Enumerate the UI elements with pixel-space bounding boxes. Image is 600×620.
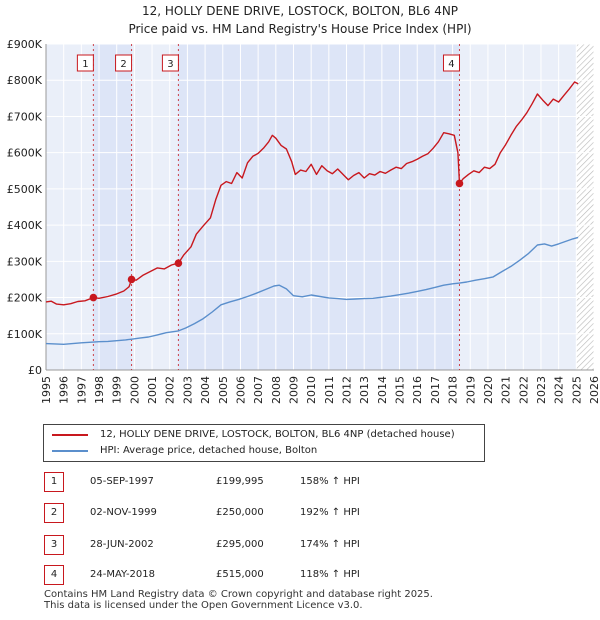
footer-line2: This data is licensed under the Open Gov… [44,600,363,611]
transaction-date: 28-JUN-2002 [90,539,154,550]
transaction-date: 24-MAY-2018 [90,569,156,580]
x-tick-label: 2012 [341,376,354,404]
sale-marker-number: 3 [167,59,173,70]
legend-label-hpi: HPI: Average price, detached house, Bolt… [100,445,318,456]
sale-marker-dot [455,179,464,188]
x-tick-label: 2019 [464,376,477,404]
transaction-price: £199,995 [216,476,264,487]
sale-marker-dot [127,275,136,284]
x-tick-label: 2002 [164,376,177,404]
y-tick-label: £200K [7,292,43,305]
series-line-property [45,81,579,306]
transaction-number-badge: 1 [44,472,64,492]
transaction-price: £250,000 [216,507,264,518]
footer-attribution: Contains HM Land Registry data © Crown c… [44,589,433,611]
sale-marker-dot [174,259,183,267]
transaction-hpi-change: 118% ↑ HPI [300,569,360,580]
transaction-number-badge: 4 [44,565,64,585]
x-tick-label: 2009 [287,376,300,404]
x-tick-label: 2011 [323,376,336,404]
x-tick-label: 2014 [376,376,389,404]
y-tick-label: £300K [7,255,43,268]
series-line-hpi [45,236,579,345]
transaction-date: 05-SEP-1997 [90,476,154,487]
x-tick-label: 1996 [58,376,71,404]
y-tick-label: £700K [7,110,43,123]
x-tick-label: 2025 [570,376,583,404]
x-tick-label: 1999 [111,376,124,404]
x-tick-label: 2020 [482,376,495,404]
x-tick-label: 2005 [217,376,230,404]
sale-marker-badge [442,54,460,72]
x-tick-label: 2016 [411,376,424,404]
x-tick-label: 2003 [181,376,194,404]
y-tick-label: £900K [7,38,43,51]
transaction-price: £295,000 [216,539,264,550]
y-tick-label: £600K [7,147,43,160]
x-tick-label: 2010 [305,376,318,404]
x-tick-label: 2013 [358,376,371,404]
x-tick-label: 1998 [93,376,106,404]
shaded-period [178,44,460,370]
x-tick-label: 1997 [75,376,88,404]
transaction-hpi-change: 174% ↑ HPI [300,539,360,550]
transaction-number-badge: 3 [44,535,64,555]
chart-title-line2: Price paid vs. HM Land Registry's House … [128,22,472,36]
x-tick-label: 2023 [535,376,548,404]
y-tick-label: £400K [7,219,43,232]
x-tick-label: 2007 [252,376,265,404]
x-tick-label: 2022 [517,376,530,404]
y-tick-label: £100K [7,328,43,341]
sale-marker-badge [76,54,94,72]
forecast-hatch [576,44,594,370]
transaction-hpi-change: 158% ↑ HPI [300,476,360,487]
sale-marker-number: 1 [82,59,88,70]
x-tick-label: 2021 [500,376,513,404]
x-tick-label: 2006 [234,376,247,404]
sale-marker-badge [115,54,133,72]
chart-plot: £0 £100K £200K £300K £400K £500K £600K £700K £80… [7,38,600,404]
legend-label-property: 12, HOLLY DENE DRIVE, LOSTOCK, BOLTON, B… [100,429,455,440]
x-tick-label: 2018 [447,376,460,404]
y-tick-label: £0 [28,364,42,377]
sale-marker-number: 2 [120,59,126,70]
x-tick-label: 2001 [146,376,159,404]
transaction-number-badge: 2 [44,503,64,523]
sale-marker-number: 4 [448,59,454,70]
x-tick-label: 2000 [128,376,141,404]
transaction-hpi-change: 192% ↑ HPI [300,507,360,518]
shaded-period [93,44,132,370]
x-tick-label: 2017 [429,376,442,404]
x-tick-label: 2015 [394,376,407,404]
x-tick-label: 2026 [588,376,600,404]
sale-marker-dot [89,293,98,302]
legend-swatch-blue [52,450,88,452]
y-tick-label: £800K [7,74,43,87]
x-tick-label: 2004 [199,376,212,404]
legend-swatch-red [52,434,88,436]
y-tick-label: £500K [7,183,43,196]
x-tick-label: 2024 [553,376,566,404]
footer-line1: Contains HM Land Registry data © Crown c… [44,589,433,600]
x-tick-label: 1995 [40,376,53,404]
transaction-date: 02-NOV-1999 [90,507,157,518]
sale-marker-badge [161,54,179,72]
x-tick-label: 2008 [270,376,283,404]
transaction-price: £515,000 [216,569,264,580]
chart-title: 12, HOLLY DENE DRIVE, LOSTOCK, BOLTON, B… [0,2,600,38]
legend: 12, HOLLY DENE DRIVE, LOSTOCK, BOLTON, B… [43,424,485,462]
chart-title-line1: 12, HOLLY DENE DRIVE, LOSTOCK, BOLTON, B… [141,4,459,18]
